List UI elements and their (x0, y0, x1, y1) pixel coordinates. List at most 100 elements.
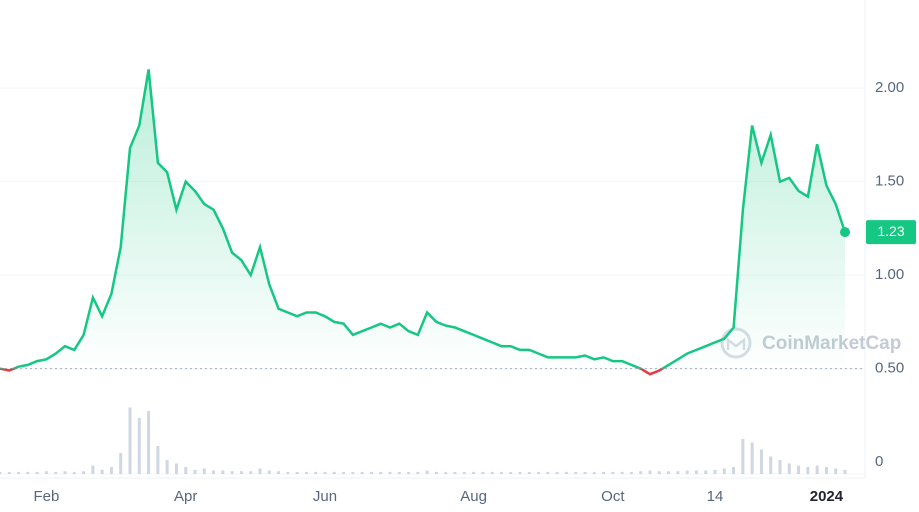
volume-bar (676, 471, 680, 474)
volume-bar (694, 470, 698, 474)
volume-bar (490, 471, 494, 474)
x-tick-label: Jun (313, 488, 337, 505)
volume-bar (732, 467, 736, 474)
volume-bar (379, 471, 383, 474)
volume-bar (824, 467, 828, 474)
volume-bar (35, 471, 39, 474)
volume-bar (26, 471, 30, 474)
volume-bar (212, 470, 216, 474)
volume-bar (843, 469, 847, 474)
price-line (0, 69, 847, 369)
volume-bar (91, 465, 95, 474)
x-tick-label: Apr (174, 488, 197, 505)
volume-bar (667, 471, 671, 474)
volume-bar (63, 471, 67, 474)
volume-bar (685, 470, 689, 474)
volume-bar (239, 471, 243, 474)
volume-bar (332, 471, 336, 474)
volume-bar (434, 471, 438, 474)
volume-bar (174, 463, 178, 474)
volume-bar (527, 471, 531, 474)
volume-bar (54, 471, 58, 474)
x-tick-label: Feb (33, 488, 59, 505)
x-tick-label: Aug (460, 488, 487, 505)
volume-bar (342, 471, 346, 474)
volume-bar (639, 471, 643, 474)
volume-bar (797, 465, 801, 474)
volume-bar (713, 469, 717, 474)
volume-bar (128, 407, 132, 474)
volume-bar (750, 442, 754, 474)
volume-bar (509, 471, 513, 474)
volume-bar (369, 471, 373, 474)
volume-bar (453, 471, 457, 474)
volume-bar (444, 471, 448, 474)
volume-bar (537, 471, 541, 474)
volume-bar (249, 471, 253, 474)
volume-bar (202, 468, 206, 474)
volume-bar (759, 449, 763, 474)
volume-bar (193, 469, 197, 474)
volume-bar (267, 470, 271, 474)
volume-bar (620, 471, 624, 474)
volume-bar (407, 471, 411, 474)
volume-bar (574, 471, 578, 474)
volume-bar (304, 471, 308, 474)
volume-bar (787, 463, 791, 474)
volume-bar (769, 456, 773, 474)
x-tick-label: 14 (707, 488, 724, 505)
volume-bar (416, 471, 420, 474)
y-tick-label: 0.50 (875, 360, 904, 377)
volume-bar (815, 465, 819, 474)
last-point (840, 227, 850, 238)
volume-bar (592, 471, 596, 474)
volume-bar (722, 468, 726, 474)
volume-bar (583, 471, 587, 474)
volume-bar (0, 471, 2, 474)
last-value-label: 1.23 (877, 223, 904, 239)
volume-bar (806, 467, 810, 474)
volume-bar (602, 471, 606, 474)
volume-tick-label: 0 (875, 453, 883, 470)
volume-bar (388, 471, 392, 474)
volume-bar (277, 471, 281, 474)
volume-bar (221, 470, 225, 474)
volume-bar (44, 471, 48, 474)
volume-bar (472, 471, 476, 474)
volume-bar (518, 471, 522, 474)
volume-bar (741, 439, 745, 474)
volume-bar (137, 418, 141, 474)
volume-bar (360, 471, 364, 474)
volume-bar (481, 471, 485, 474)
x-tick-label: 2024 (810, 488, 844, 505)
volume-bar (323, 471, 327, 474)
volume-bar (165, 460, 169, 474)
volume-bar (295, 471, 299, 474)
volume-bar (555, 471, 559, 474)
volume-bar (286, 471, 290, 474)
volume-bar (629, 471, 633, 474)
volume-bar (546, 471, 550, 474)
volume-bar (397, 471, 401, 474)
volume-bar (17, 471, 21, 474)
volume-bar (351, 471, 355, 474)
volume-bar (648, 470, 652, 474)
volume-bar (314, 471, 318, 474)
volume-bar (425, 470, 429, 474)
volume-bar (704, 470, 708, 474)
volume-bar (82, 471, 86, 474)
volume-bar (462, 471, 466, 474)
volume-bar (72, 471, 76, 474)
x-tick-label: Oct (601, 488, 625, 505)
volume-bar (611, 471, 615, 474)
y-tick-label: 2.00 (875, 79, 904, 96)
volume-bar (499, 471, 503, 474)
area (0, 69, 845, 375)
volume-bar (156, 446, 160, 474)
volume-bar (834, 468, 838, 474)
volume-bar (564, 471, 568, 474)
y-tick-label: 1.50 (875, 173, 904, 190)
volume-bar (119, 453, 123, 474)
volume-bar (184, 467, 188, 474)
